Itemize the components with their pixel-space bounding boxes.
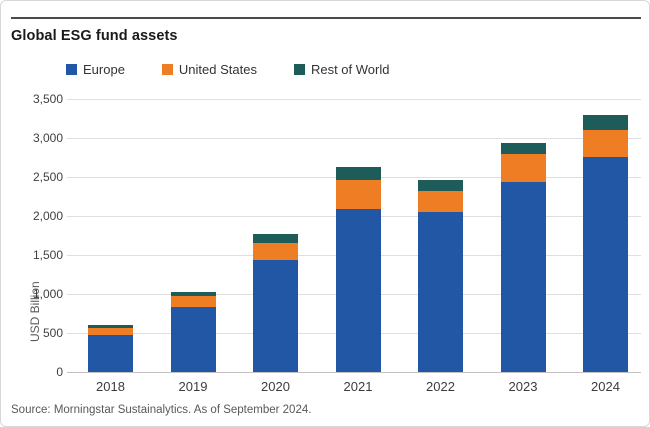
- source-note: Source: Morningstar Sustainalytics. As o…: [11, 404, 312, 416]
- legend-swatch-icon: [66, 64, 77, 75]
- bar-segment-united-states: [253, 242, 298, 260]
- bar-segment-rest-of-world: [170, 291, 216, 296]
- bar-segment-united-states: [418, 190, 463, 213]
- plot-area: 2018 2019 2020 2021 2022 2023 2024: [67, 99, 641, 394]
- legend-label: Rest of World: [310, 62, 390, 77]
- x-tick-label: 2023: [508, 379, 538, 394]
- bar-segment-europe: [88, 334, 133, 372]
- x-tick-label: 2024: [591, 379, 620, 394]
- x-axis-line: [67, 372, 641, 373]
- x-tick-label: 2019: [178, 379, 208, 394]
- x-tick-label: 2021: [343, 379, 373, 394]
- bar-segment-united-states: [88, 328, 133, 335]
- bar-segment-rest-of-world: [500, 142, 546, 155]
- bar-2018: 2018: [88, 99, 133, 394]
- top-rule: [11, 17, 641, 19]
- bar-segment-united-states: [583, 129, 628, 157]
- bar-segment-united-states: [170, 295, 216, 307]
- x-tick-label: 2022: [426, 379, 455, 394]
- bar-segment-europe: [418, 212, 463, 372]
- bar-2021: 2021: [335, 99, 381, 394]
- y-tick-label: 2,500: [32, 170, 63, 184]
- legend-label: United States: [178, 62, 257, 77]
- legend-swatch-icon: [293, 64, 305, 75]
- bars-group: 2018 2019 2020 2021 2022 2023 2024: [67, 99, 641, 394]
- y-tick-label: 1,000: [32, 287, 63, 301]
- y-tick-label: 2,000: [32, 209, 63, 223]
- legend-item-rest-of-world: Rest of World: [293, 62, 390, 77]
- bar-segment-rest-of-world: [335, 166, 381, 180]
- bar-segment-europe: [335, 209, 381, 372]
- legend-item-europe: Europe: [66, 62, 125, 77]
- bar-segment-europe: [253, 259, 298, 372]
- x-tick-label: 2020: [261, 379, 290, 394]
- y-tick-label: 0: [56, 365, 63, 379]
- bar-2019: 2019: [170, 99, 216, 394]
- bar-segment-rest-of-world: [583, 115, 628, 130]
- x-tick-label: 2018: [96, 379, 125, 394]
- bar-segment-rest-of-world: [418, 179, 463, 191]
- chart-title: Global ESG fund assets: [11, 28, 178, 44]
- legend: Europe United States Rest of World: [66, 62, 389, 77]
- y-tick-label: 3,000: [32, 131, 63, 145]
- bar-2023: 2023: [500, 99, 546, 394]
- legend-item-united-states: United States: [161, 62, 257, 77]
- gridline: [67, 99, 641, 100]
- bar-segment-united-states: [335, 179, 381, 210]
- bar-2020: 2020: [253, 99, 298, 394]
- gridline: [67, 138, 641, 139]
- bar-segment-rest-of-world: [253, 233, 298, 243]
- bar-segment-united-states: [500, 154, 546, 182]
- bar-segment-europe: [583, 156, 628, 372]
- bar-segment-europe: [170, 306, 216, 372]
- y-tick-label: 3,500: [32, 92, 63, 106]
- bar-2022: 2022: [418, 99, 463, 394]
- bar-segment-europe: [500, 181, 546, 372]
- bar-2024: 2024: [583, 99, 628, 394]
- y-tick-label: 1,500: [32, 248, 63, 262]
- y-axis-tick-labels: 0 500 1,000 1,500 2,000 2,500 3,000 3,500: [1, 92, 63, 379]
- bar-segment-rest-of-world: [88, 324, 133, 329]
- y-tick-label: 500: [42, 326, 63, 340]
- legend-swatch-icon: [161, 64, 173, 75]
- legend-label: Europe: [83, 62, 125, 77]
